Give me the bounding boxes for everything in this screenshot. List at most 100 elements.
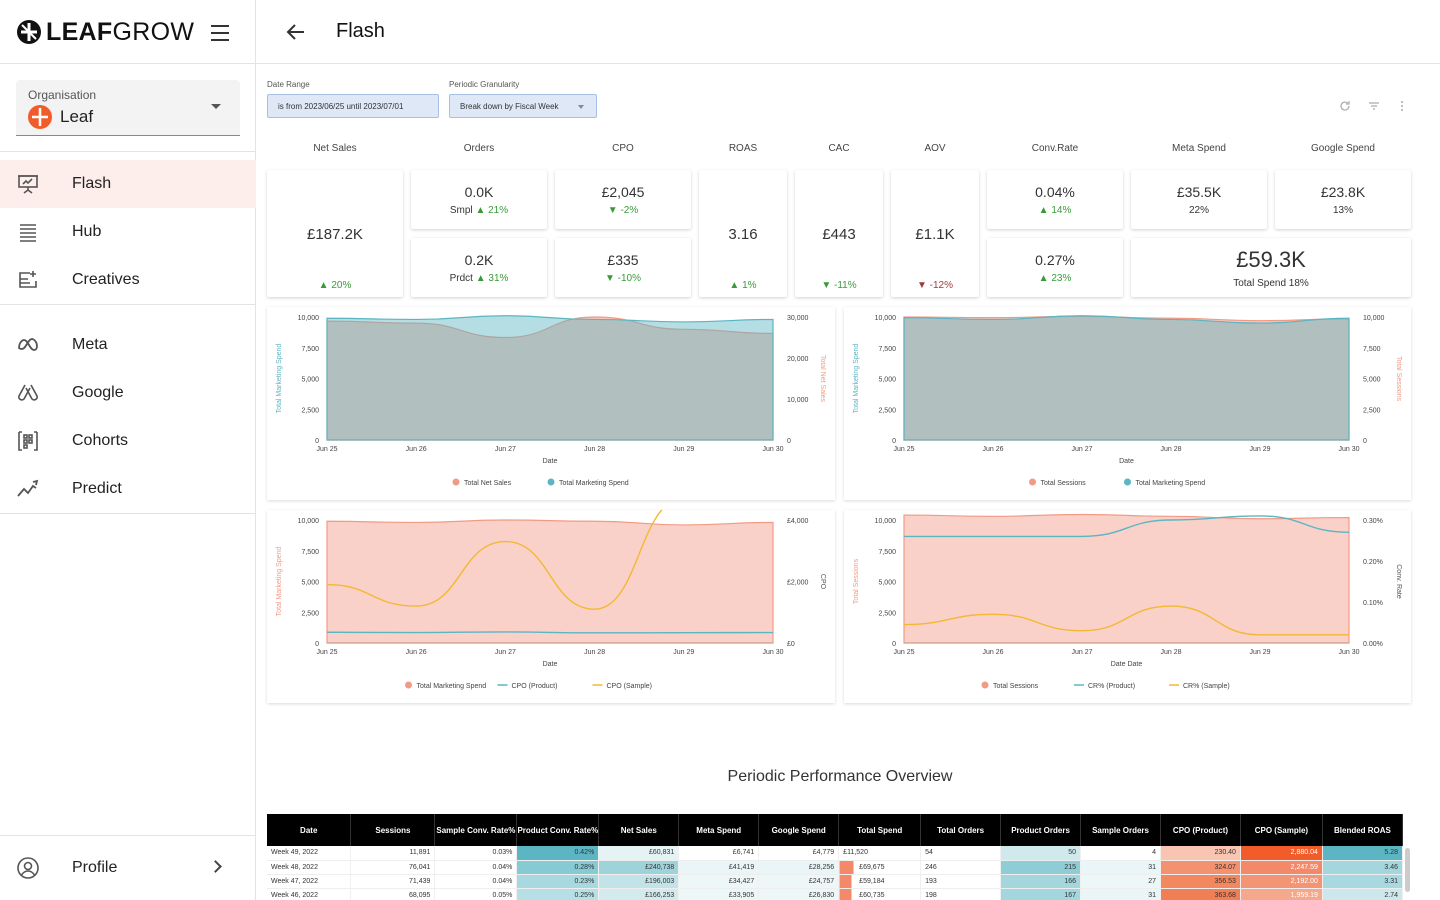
organisation-value: Leaf	[60, 107, 94, 126]
table-header-cell[interactable]: Product Conv. Rate%	[516, 814, 600, 846]
sidebar-item-hub[interactable]: Hub	[0, 208, 256, 256]
table-cell: £59,184	[838, 874, 922, 889]
kpi-header-roas: ROAS	[728, 143, 758, 154]
x-tick-label: Jun 25	[316, 649, 337, 656]
legend-label: Total Marketing Spend	[417, 683, 487, 690]
table-cell: £26,830	[758, 888, 840, 900]
sidebar-item-cohorts[interactable]: Cohorts	[0, 417, 256, 465]
date-range-value: is from 2023/06/25 until 2023/07/01	[278, 101, 404, 111]
legend-marker	[1124, 478, 1131, 486]
page-title: Flash	[336, 20, 385, 42]
sidebar-item-flash[interactable]: Flash	[0, 160, 256, 208]
kpi-card-orders-sample: 0.0K Smpl ▲ 21%	[411, 170, 547, 229]
sidebar-item-google[interactable]: Google	[0, 369, 256, 417]
kpi-delta: ▲ 20%	[318, 280, 352, 291]
sidebar-item-predict[interactable]: Predict	[0, 465, 256, 513]
y-tick-label: 10,000	[298, 315, 320, 322]
sidebar-item-creatives[interactable]: Creatives	[0, 256, 256, 304]
granularity-value: Break down by Fiscal Week	[460, 101, 559, 111]
kpi-value: £59.3K	[1236, 247, 1306, 272]
y-tick-label: 5,000	[878, 580, 896, 587]
table-header-cell[interactable]: Meta Spend	[678, 814, 760, 846]
table-cell: 0.04%	[434, 860, 518, 875]
kpi-header-cpo: CPO	[612, 143, 634, 154]
y-tick-label: 2,500	[301, 610, 319, 617]
table-header-cell[interactable]: Total Spend	[838, 814, 922, 846]
series-line	[326, 631, 774, 634]
chart-card-1: 10,000 7,500 5,000 2,500 0 30,000 20,000 10,000…	[267, 307, 835, 500]
y-tick-label: 7,500	[878, 549, 896, 556]
x-tick-label: Jun 30	[762, 649, 783, 656]
trend-icon	[17, 479, 39, 497]
table-cell: 246	[920, 860, 1002, 875]
table-scrollbar[interactable]	[1405, 848, 1410, 892]
table-header-cell[interactable]: Sample Conv. Rate%	[434, 814, 518, 846]
chart-card-3: 10,000 7,500 5,000 2,500 0 £4,000 £2,000 £0 Jun …	[267, 494, 835, 703]
kpi-delta: ▲ 21%	[475, 205, 509, 216]
y2-tick-label: 10,000	[787, 397, 809, 404]
date-range-filter[interactable]: is from 2023/06/25 until 2023/07/01	[267, 94, 439, 118]
kpi-header-cac: CAC	[828, 143, 850, 154]
more-vert-icon[interactable]	[1396, 100, 1408, 112]
organisation-select[interactable]: Organisation Leaf	[16, 80, 240, 136]
table-header-cell[interactable]: Sample Orders	[1080, 814, 1161, 846]
table-header-cell[interactable]: Product Orders	[1000, 814, 1082, 846]
x-axis-label: Date	[1119, 458, 1134, 465]
sidebar-item-profile[interactable]: Profile	[0, 844, 256, 892]
series-area	[903, 513, 1350, 644]
legend-marker	[452, 478, 460, 486]
table-cell: 167	[1000, 888, 1082, 900]
table-header-cell[interactable]: Blended ROAS	[1322, 814, 1403, 846]
y-tick-label: 5,000	[878, 377, 896, 384]
kpi-delta: ▼ -10%	[604, 273, 642, 284]
sidebar-item-meta[interactable]: Meta	[0, 321, 256, 369]
table-header-cell[interactable]: Net Sales	[598, 814, 680, 846]
sidebar-item-label: Google	[72, 384, 124, 401]
table-cell: 166	[1000, 874, 1082, 889]
kpi-header-orders: Orders	[463, 143, 495, 154]
refresh-icon[interactable]	[1339, 100, 1351, 112]
table-header-cell[interactable]: CPO (Product)	[1160, 814, 1241, 846]
table-cell: 0.03%	[434, 846, 518, 861]
kpi-sub: Total Spend 18%	[1233, 278, 1309, 289]
x-tick-label: Jun 26	[406, 446, 427, 453]
y-tick-label: 7,500	[301, 346, 319, 353]
chart-spend-vs-cpo: 10,000 7,500 5,000 2,500 0 £4,000 £2,000 £0 Jun …	[276, 494, 826, 690]
y2-tick-label: 0.10%	[1363, 600, 1383, 607]
table-header-cell[interactable]: Date	[267, 814, 352, 846]
performance-table-wrapper: Date Sessions Sample Conv. Rate% Product Co…	[267, 814, 1403, 900]
granularity-label: Periodic Granularity	[449, 80, 520, 89]
y-tick-label: 2,500	[301, 407, 319, 414]
filter-icon[interactable]	[1368, 100, 1380, 112]
kpi-header-google-spend: Google Spend	[1311, 143, 1375, 154]
kpi-sub: Smpl	[449, 205, 473, 216]
table-header-cell[interactable]: Sessions	[350, 814, 436, 846]
arrow-back-icon[interactable]	[284, 20, 308, 44]
table-cell: 31	[1080, 888, 1161, 900]
leaf-logo-icon	[17, 20, 41, 44]
table-header-cell[interactable]: Total Orders	[920, 814, 1002, 846]
y-axis-label: Total Marketing Spend	[276, 547, 283, 617]
table-header-cell[interactable]: CPO (Sample)	[1240, 814, 1323, 846]
kpi-delta: ▲ 23%	[1038, 273, 1072, 284]
table-row: Week 46, 2022 68,095 0.05% 0.25% £166,253 £33…	[267, 888, 1403, 900]
legend-marker	[405, 681, 412, 689]
table-cell: £69,675	[838, 860, 922, 875]
y2-tick-label: 5,000	[1363, 377, 1381, 384]
granularity-filter[interactable]: Break down by Fiscal Week	[449, 94, 597, 118]
table-header-cell[interactable]: Google Spend	[758, 814, 840, 846]
legend-label: CR% (Product)	[1088, 683, 1135, 690]
y2-tick-label: 0.20%	[1363, 559, 1383, 566]
hamburger-menu-icon[interactable]	[208, 20, 232, 44]
kpi-delta: ▼ -12%	[916, 280, 954, 291]
kpi-sub: 13%	[1332, 205, 1353, 216]
y-tick-label: 0	[892, 438, 896, 445]
table-cell: 3.46	[1322, 860, 1403, 875]
table-cell: 54	[920, 846, 1002, 861]
legend-marker	[981, 681, 989, 689]
kpi-card-net-sales: £187.2K ▲ 20%	[267, 170, 403, 297]
sidebar-item-label: Creatives	[72, 271, 140, 288]
legend-label: CPO (Product)	[512, 683, 558, 690]
app-logo[interactable]: LEAFGROW	[16, 18, 194, 46]
y2-tick-label: £4,000	[787, 518, 809, 525]
